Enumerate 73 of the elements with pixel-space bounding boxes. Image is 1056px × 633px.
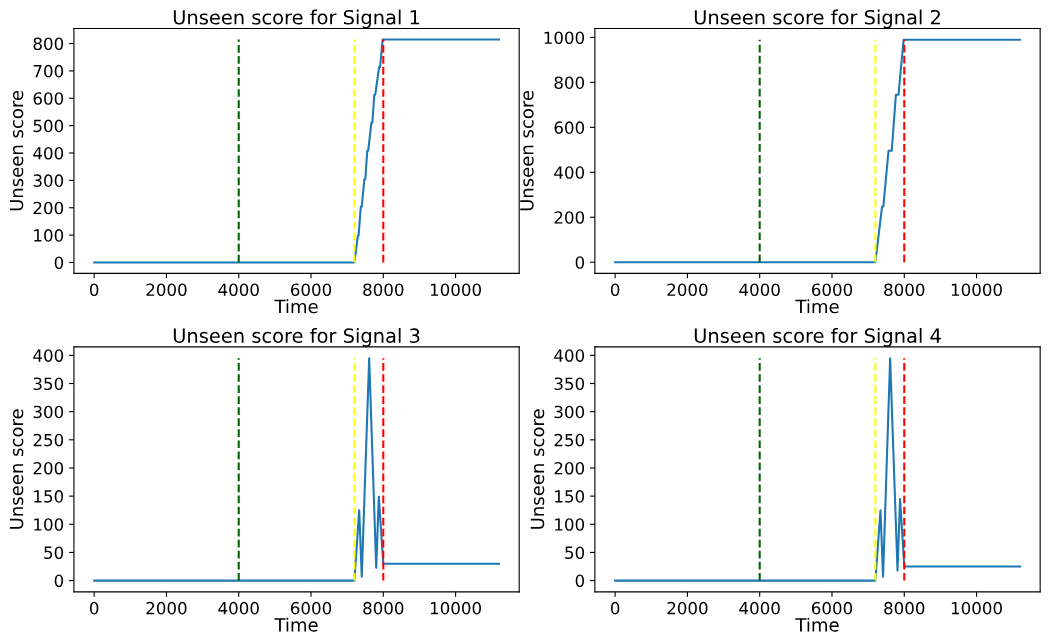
x-axis-title: Time bbox=[274, 617, 318, 632]
y-tick-label: 500 bbox=[33, 119, 64, 133]
y-tick-label: 100 bbox=[34, 229, 64, 242]
y-tick-label: 350 bbox=[33, 377, 64, 391]
x-tick-label: 8000 bbox=[884, 283, 925, 297]
y-tick-label: 600 bbox=[554, 121, 585, 134]
chart-title: Unseen score for Signal 2 bbox=[694, 9, 940, 29]
x-tick-label: 0 bbox=[610, 283, 620, 297]
y-tick-label: 250 bbox=[33, 433, 64, 447]
y-tick-label: 400 bbox=[554, 349, 585, 362]
x-tick-label: 10000 bbox=[951, 283, 1002, 297]
y-tick-label: 300 bbox=[33, 405, 64, 419]
x-tick-label: 2000 bbox=[667, 601, 708, 615]
x-tick-label: 2000 bbox=[146, 283, 187, 297]
chart-title: Unseen score for Signal 4 bbox=[694, 327, 941, 347]
line-series bbox=[614, 357, 1021, 582]
y-axis-title: Unseen score bbox=[520, 90, 534, 211]
y-tick-label: 700 bbox=[33, 64, 64, 78]
line-series bbox=[93, 38, 500, 264]
x-tick-label: 10000 bbox=[951, 601, 1002, 615]
y-tick-label: 400 bbox=[33, 349, 64, 362]
y-axis-title: Unseen score bbox=[9, 90, 24, 211]
y-axis-title: Unseen score bbox=[530, 409, 545, 529]
y-axis-title: Unseen score bbox=[9, 409, 24, 529]
x-axis-title: Time bbox=[274, 299, 318, 314]
y-tick-label: 300 bbox=[554, 405, 585, 419]
x-axis-title: Time bbox=[795, 617, 839, 632]
y-tick-label: 0 bbox=[54, 256, 64, 270]
x-tick-label: 4000 bbox=[739, 601, 780, 615]
x-tick-label: 6000 bbox=[811, 601, 853, 615]
y-tick-label: 200 bbox=[33, 461, 64, 475]
x-tick-label: 0 bbox=[89, 601, 99, 615]
x-tick-label: 2000 bbox=[667, 283, 708, 297]
y-tick-label: 1000 bbox=[544, 31, 585, 45]
x-tick-label: 8000 bbox=[884, 601, 925, 615]
x-tick-label: 10000 bbox=[430, 283, 481, 297]
y-tick-label: 200 bbox=[554, 211, 585, 224]
y-tick-label: 600 bbox=[33, 92, 64, 105]
y-tick-label: 100 bbox=[34, 518, 64, 531]
y-tick-label: 350 bbox=[554, 377, 585, 391]
y-tick-label: 100 bbox=[555, 518, 585, 531]
x-tick-label: 4000 bbox=[218, 283, 259, 297]
y-tick-label: 0 bbox=[54, 574, 64, 588]
y-tick-label: 400 bbox=[33, 146, 64, 160]
y-tick-label: 250 bbox=[554, 433, 585, 447]
y-tick-label: 200 bbox=[554, 461, 585, 475]
y-tick-label: 800 bbox=[554, 76, 585, 89]
y-tick-label: 0 bbox=[575, 256, 585, 269]
y-tick-label: 50 bbox=[565, 546, 585, 560]
x-tick-label: 10000 bbox=[430, 601, 481, 615]
x-tick-label: 4000 bbox=[218, 601, 259, 615]
chart-title: Unseen score for Signal 1 bbox=[173, 9, 420, 29]
x-tick-label: 0 bbox=[610, 601, 620, 615]
y-tick-label: 300 bbox=[33, 174, 64, 187]
x-tick-label: 0 bbox=[89, 283, 99, 297]
x-tick-label: 8000 bbox=[363, 601, 404, 615]
x-tick-label: 6000 bbox=[811, 283, 853, 297]
x-tick-label: 8000 bbox=[363, 283, 404, 297]
line-series bbox=[93, 357, 500, 582]
y-tick-label: 200 bbox=[33, 201, 64, 215]
x-tick-label: 4000 bbox=[739, 283, 780, 297]
chart-title: Unseen score for Signal 3 bbox=[173, 327, 420, 347]
x-tick-label: 2000 bbox=[146, 601, 187, 615]
y-tick-label: 0 bbox=[575, 574, 585, 588]
x-tick-label: 6000 bbox=[290, 601, 332, 615]
y-tick-label: 50 bbox=[44, 546, 64, 560]
x-axis-title: Time bbox=[795, 299, 839, 314]
line-series bbox=[614, 38, 1021, 264]
y-tick-label: 150 bbox=[555, 490, 585, 503]
y-tick-label: 150 bbox=[34, 490, 64, 503]
y-tick-label: 800 bbox=[33, 37, 64, 51]
y-tick-label: 400 bbox=[554, 166, 585, 179]
x-tick-label: 6000 bbox=[290, 283, 332, 297]
